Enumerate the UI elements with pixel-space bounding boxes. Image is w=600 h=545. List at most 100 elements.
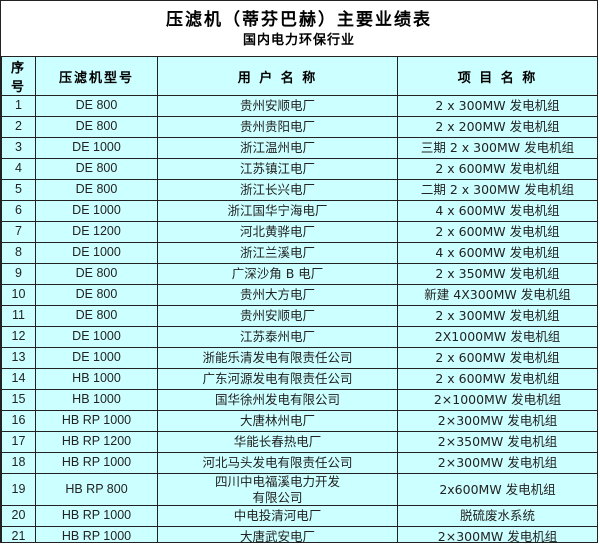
cell-user: 中电投清河电厂 xyxy=(157,505,398,528)
title-block: 压滤机（蒂芬巴赫）主要业绩表 国内电力环保行业 xyxy=(1,1,597,56)
cell-serial: 6 xyxy=(1,200,36,222)
cell-user: 广深沙角 B 电厂 xyxy=(157,263,398,285)
cell-user: 大唐林州电厂 xyxy=(157,410,398,432)
table-row: 11 DE 800 贵州安顺电厂 2 x 300MW 发电机组 xyxy=(1,305,597,327)
table-row: 10 DE 800 贵州大方电厂 新建 4X300MW 发电机组 xyxy=(1,284,597,306)
table-row: 9 DE 800 广深沙角 B 电厂 2 x 350MW 发电机组 xyxy=(1,263,597,285)
cell-serial: 10 xyxy=(1,284,36,306)
cell-serial: 19 xyxy=(1,472,36,507)
cell-project: 2x600MW 发电机组 xyxy=(397,472,597,507)
cell-model: HB RP 1200 xyxy=(35,431,158,453)
cell-project: 2X1000MW 发电机组 xyxy=(397,326,597,348)
table-row: 2 DE 800 贵州贵阳电厂 2 x 200MW 发电机组 xyxy=(1,116,597,138)
cell-user: 河北马头发电有限责任公司 xyxy=(157,452,398,474)
cell-project: 三期 2 x 300MW 发电机组 xyxy=(397,137,597,159)
table-row: 14 HB 1000 广东河源发电有限责任公司 2 x 600MW 发电机组 xyxy=(1,368,597,390)
cell-project: 2 x 300MW 发电机组 xyxy=(397,95,597,117)
cell-model: HB 1000 xyxy=(35,368,158,390)
cell-model: DE 800 xyxy=(35,158,158,180)
cell-serial: 21 xyxy=(1,526,36,542)
cell-serial: 1 xyxy=(1,95,36,117)
cell-user: 贵州大方电厂 xyxy=(157,284,398,306)
table-row: 19 HB RP 800 四川中电福溪电力开发 有限公司 2x600MW 发电机组 xyxy=(1,472,597,507)
cell-user: 广东河源发电有限责任公司 xyxy=(157,368,398,390)
cell-project: 2 x 600MW 发电机组 xyxy=(397,368,597,390)
table-row: 3 DE 1000 浙江温州电厂 三期 2 x 300MW 发电机组 xyxy=(1,137,597,159)
cell-project: 二期 2 x 300MW 发电机组 xyxy=(397,179,597,201)
cell-serial: 20 xyxy=(1,505,36,528)
cell-model: DE 800 xyxy=(35,284,158,306)
cell-serial: 13 xyxy=(1,347,36,369)
cell-model: DE 800 xyxy=(35,95,158,117)
table-row: 6 DE 1000 浙江国华宁海电厂 4 x 600MW 发电机组 xyxy=(1,200,597,222)
cell-serial: 18 xyxy=(1,452,36,474)
cell-serial: 14 xyxy=(1,368,36,390)
cell-model: DE 800 xyxy=(35,305,158,327)
cell-model: HB RP 1000 xyxy=(35,410,158,432)
table-row: 12 DE 1000 江苏泰州电厂 2X1000MW 发电机组 xyxy=(1,326,597,348)
header-model: 压滤机型号 xyxy=(35,56,158,96)
cell-serial: 7 xyxy=(1,221,36,243)
cell-project: 2×300MW 发电机组 xyxy=(397,410,597,432)
cell-project: 4 x 600MW 发电机组 xyxy=(397,200,597,222)
cell-serial: 8 xyxy=(1,242,36,264)
cell-serial: 2 xyxy=(1,116,36,138)
cell-model: DE 1000 xyxy=(35,326,158,348)
cell-project: 2 x 200MW 发电机组 xyxy=(397,116,597,138)
table-row: 1 DE 800 贵州安顺电厂 2 x 300MW 发电机组 xyxy=(1,95,597,117)
table-row: 20 HB RP 1000 中电投清河电厂 脱硫废水系统 xyxy=(1,505,597,528)
cell-serial: 12 xyxy=(1,326,36,348)
table-row: 21 HB RP 1000 大唐武安电厂 2×300MW 发电机组 xyxy=(1,526,597,542)
cell-user: 浙江温州电厂 xyxy=(157,137,398,159)
table-row: 15 HB 1000 国华徐州发电有限公司 2×1000MW 发电机组 xyxy=(1,389,597,411)
cell-model: HB RP 1000 xyxy=(35,505,158,528)
cell-user: 河北黄骅电厂 xyxy=(157,221,398,243)
cell-project: 2 x 350MW 发电机组 xyxy=(397,263,597,285)
cell-serial: 17 xyxy=(1,431,36,453)
table-row: 13 DE 1000 浙能乐清发电有限责任公司 2 x 600MW 发电机组 xyxy=(1,347,597,369)
page-title: 压滤机（蒂芬巴赫）主要业绩表 xyxy=(166,10,432,30)
cell-project: 2×300MW 发电机组 xyxy=(397,452,597,474)
page-subtitle: 国内电力环保行业 xyxy=(242,33,355,48)
table-row: 17 HB RP 1200 华能长春热电厂 2×350MW 发电机组 xyxy=(1,431,597,453)
cell-serial: 3 xyxy=(1,137,36,159)
cell-serial: 11 xyxy=(1,305,36,327)
cell-project: 脱硫废水系统 xyxy=(397,505,597,528)
table-row: 5 DE 800 浙江长兴电厂 二期 2 x 300MW 发电机组 xyxy=(1,179,597,201)
cell-project: 2 x 300MW 发电机组 xyxy=(397,305,597,327)
table-row: 18 HB RP 1000 河北马头发电有限责任公司 2×300MW 发电机组 xyxy=(1,452,597,474)
cell-user: 贵州贵阳电厂 xyxy=(157,116,398,138)
cell-user: 贵州安顺电厂 xyxy=(157,305,398,327)
header-serial: 序号 xyxy=(1,56,36,96)
cell-user: 浙江兰溪电厂 xyxy=(157,242,398,264)
cell-project: 2×300MW 发电机组 xyxy=(397,526,597,542)
cell-model: DE 1000 xyxy=(35,200,158,222)
cell-user: 浙江国华宁海电厂 xyxy=(157,200,398,222)
cell-project: 2 x 600MW 发电机组 xyxy=(397,158,597,180)
table-row: 16 HB RP 1000 大唐林州电厂 2×300MW 发电机组 xyxy=(1,410,597,432)
cell-serial: 5 xyxy=(1,179,36,201)
header-user: 用 户 名 称 xyxy=(157,56,398,96)
cell-model: DE 800 xyxy=(35,263,158,285)
table-body: 1 DE 800 贵州安顺电厂 2 x 300MW 发电机组 2 DE 800 贵州贵阳电厂… xyxy=(1,95,597,542)
performance-table: 序号 压滤机型号 用 户 名 称 项 目 名 称 1 DE 800 贵州安顺电厂 2 … xyxy=(1,56,597,542)
cell-model: HB RP 800 xyxy=(35,472,158,507)
cell-user: 江苏泰州电厂 xyxy=(157,326,398,348)
cell-model: HB RP 1000 xyxy=(35,526,158,542)
cell-user: 浙能乐清发电有限责任公司 xyxy=(157,347,398,369)
cell-serial: 4 xyxy=(1,158,36,180)
cell-project: 2×1000MW 发电机组 xyxy=(397,389,597,411)
cell-user: 浙江长兴电厂 xyxy=(157,179,398,201)
cell-project: 2 x 600MW 发电机组 xyxy=(397,347,597,369)
cell-serial: 9 xyxy=(1,263,36,285)
header-project: 项 目 名 称 xyxy=(397,56,597,96)
cell-user: 四川中电福溪电力开发 有限公司 xyxy=(157,472,398,507)
cell-model: DE 800 xyxy=(35,116,158,138)
cell-model: DE 800 xyxy=(35,179,158,201)
cell-user: 国华徐州发电有限公司 xyxy=(157,389,398,411)
cell-user: 贵州安顺电厂 xyxy=(157,95,398,117)
cell-model: DE 1000 xyxy=(35,242,158,264)
cell-project: 新建 4X300MW 发电机组 xyxy=(397,284,597,306)
table-row: 4 DE 800 江苏镇江电厂 2 x 600MW 发电机组 xyxy=(1,158,597,180)
